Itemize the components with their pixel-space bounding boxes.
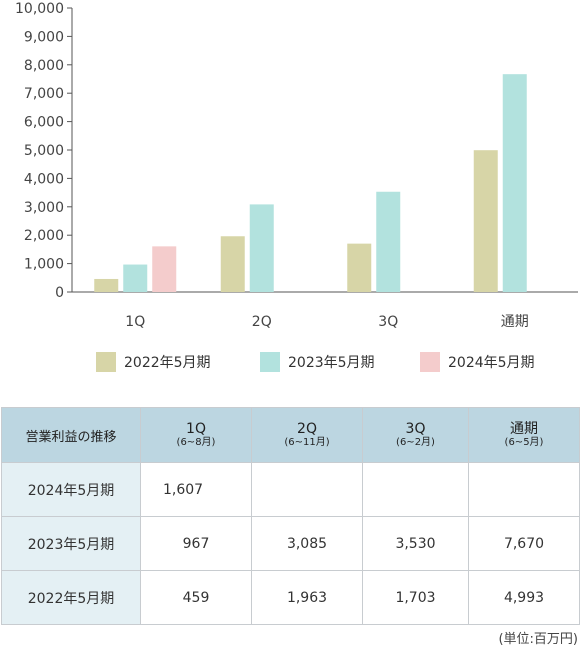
y-tick-label: 6,000 [24, 115, 64, 131]
y-tick-label: 10,000 [15, 1, 64, 17]
bar-2023-1 [123, 264, 148, 292]
col-header-period: (6~8月) [176, 437, 216, 448]
col-header-period: (6~11月) [284, 437, 330, 448]
table-cell: 967 [140, 516, 252, 571]
chart-legend: 2022年5月期 2023年5月期 2024年5月期 [0, 352, 580, 376]
table-cell: 459 [140, 570, 252, 625]
y-tick-label: 4,000 [24, 171, 64, 187]
y-tick-label: 7,000 [24, 86, 64, 102]
x-tick-label: 通期 [501, 314, 529, 330]
table-row-2024: 2024年5月期 1,607 [1, 462, 580, 517]
x-tick-label: 1Q [125, 314, 145, 330]
col-header-label: 2Q [297, 421, 317, 437]
unit-note: (単位:百万円) [498, 632, 578, 647]
y-tick-label: 3,000 [24, 200, 64, 216]
legend-swatch-2024 [420, 352, 440, 372]
table-col-header-2q: 2Q (6~11月) [251, 407, 363, 463]
operating-profit-bar-chart: 0 1,000 2,000 3,000 4,000 5,000 6,000 7,000 8,00… [15, 1, 578, 330]
legend-item-2022: 2022年5月期 [96, 352, 211, 372]
legend-swatch-2022 [96, 352, 116, 372]
x-tick-label: 3Q [378, 314, 398, 330]
table-row-label: 2024年5月期 [1, 462, 141, 517]
y-tick-label: 5,000 [24, 143, 64, 159]
table-cell: 1,963 [251, 570, 363, 625]
y-tick-label: 2,000 [24, 228, 64, 244]
operating-profit-table: 営業利益の推移 1Q (6~8月) 2Q (6~11月) 3Q (6~2月) 通… [1, 407, 580, 625]
table-row-2022: 2022年5月期 459 1,963 1,703 4,993 [1, 570, 580, 625]
bar-2022-3 [347, 243, 372, 292]
bar-2022-2 [220, 236, 245, 292]
table-row-label: 2023年5月期 [1, 516, 141, 571]
table-cell: 1,607 [140, 462, 252, 517]
table-col-header-3q: 3Q (6~2月) [362, 407, 469, 463]
table-cell: 4,993 [468, 570, 580, 625]
table-cell: 1,703 [362, 570, 469, 625]
legend-label-2022: 2022年5月期 [124, 355, 211, 371]
table-col-header-1q: 1Q (6~8月) [140, 407, 252, 463]
table-cell [251, 462, 363, 517]
legend-swatch-2023 [260, 352, 280, 372]
table-cell: 3,085 [251, 516, 363, 571]
col-header-label: 3Q [405, 421, 426, 437]
legend-item-2023: 2023年5月期 [260, 352, 375, 372]
table-corner-header: 営業利益の推移 [1, 407, 141, 463]
col-header-label: 1Q [186, 421, 206, 437]
bar-2023-3 [376, 191, 401, 292]
legend-label-2023: 2023年5月期 [288, 355, 375, 371]
table-row-label: 2022年5月期 [1, 570, 141, 625]
table-row-2023: 2023年5月期 967 3,085 3,530 7,670 [1, 516, 580, 571]
x-tick-label: 2Q [252, 314, 272, 330]
legend-label-2024: 2024年5月期 [448, 355, 535, 371]
table-cell [362, 462, 469, 517]
col-header-period: (6~5月) [504, 437, 544, 448]
table-cell: 3,530 [362, 516, 469, 571]
col-header-label: 通期 [510, 421, 538, 437]
col-header-period: (6~2月) [396, 437, 435, 448]
bar-2022-1 [94, 278, 119, 292]
table-cell: 7,670 [468, 516, 580, 571]
y-tick-label: 1,000 [24, 257, 64, 273]
bar-2024-1 [152, 246, 177, 292]
bar-2022-4 [473, 150, 498, 292]
table-header-row: 営業利益の推移 1Q (6~8月) 2Q (6~11月) 3Q (6~2月) 通… [1, 407, 580, 463]
y-tick-label: 8,000 [24, 58, 64, 74]
table-cell [468, 462, 580, 517]
y-tick-label: 0 [55, 285, 64, 301]
y-tick-label: 9,000 [24, 29, 64, 45]
legend-item-2024: 2024年5月期 [420, 352, 535, 372]
bar-2023-4 [502, 74, 527, 292]
table-col-header-full-year: 通期 (6~5月) [468, 407, 580, 463]
bar-2023-2 [249, 204, 274, 292]
